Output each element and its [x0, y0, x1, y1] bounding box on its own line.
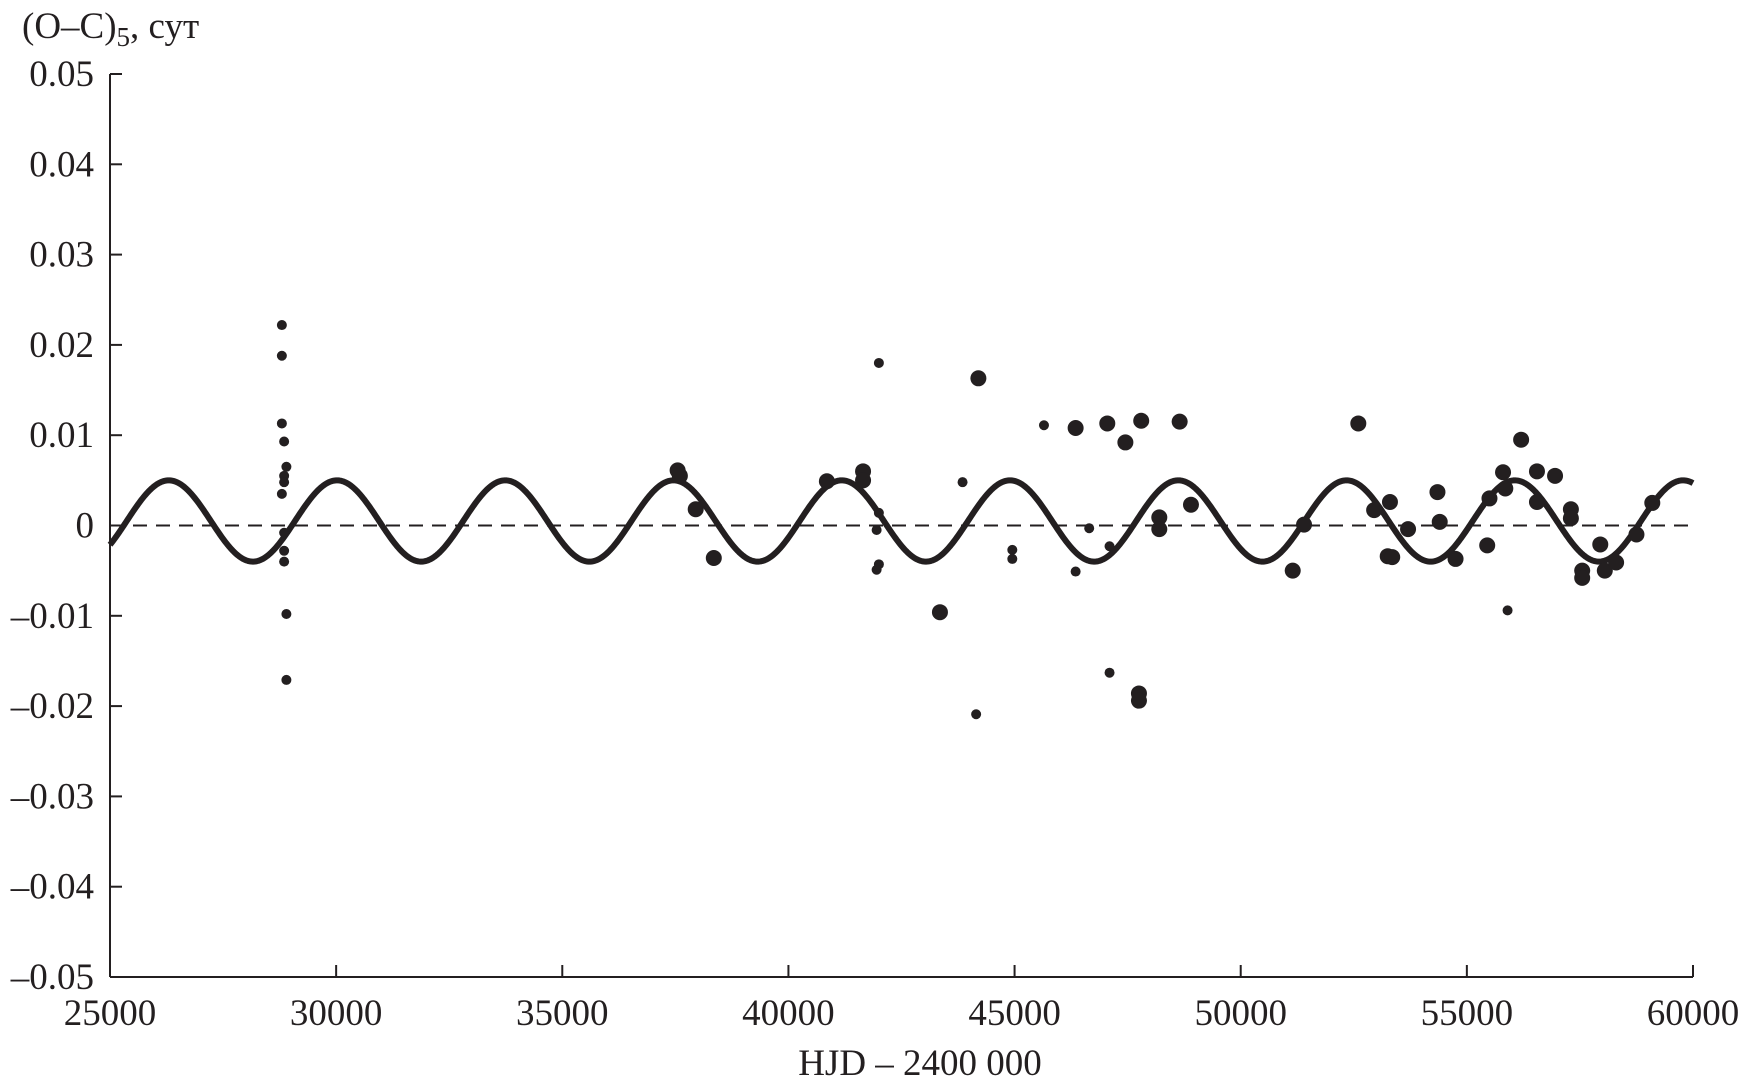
y-tick-label: –0.05 — [10, 957, 94, 998]
y-tick-label: 0.04 — [29, 144, 94, 185]
data-points-layer — [276, 320, 1661, 720]
data-point-small — [1104, 667, 1115, 678]
data-point-large — [1429, 484, 1446, 501]
y-axis-title-suffix: , сут — [130, 6, 199, 47]
data-point-large — [1644, 494, 1661, 511]
data-point-small — [1502, 605, 1513, 616]
data-point-large — [1350, 415, 1367, 432]
data-point-large — [1171, 413, 1188, 430]
data-point-large — [1608, 554, 1625, 571]
x-tick-label: 60000 — [1647, 993, 1740, 1034]
y-tick-label: –0.02 — [10, 686, 94, 727]
data-point-large — [1133, 412, 1150, 429]
x-tick-label: 25000 — [64, 993, 157, 1034]
data-point-large — [671, 467, 688, 484]
data-point-large — [1628, 526, 1645, 543]
data-point-small — [873, 507, 884, 518]
data-point-small — [873, 357, 884, 368]
x-tick-label: 40000 — [742, 993, 835, 1034]
y-tick-label: –0.01 — [10, 596, 94, 637]
data-point-large — [1592, 536, 1609, 553]
data-point-large — [1067, 419, 1084, 436]
data-point-large — [1182, 496, 1199, 513]
data-point-large — [1547, 467, 1564, 484]
data-point-small — [281, 608, 292, 619]
y-axis-title-subscript: 5 — [117, 22, 131, 52]
data-point-large — [1099, 415, 1116, 432]
data-point-small — [279, 527, 290, 538]
data-point-small — [276, 418, 287, 429]
data-point-small — [957, 477, 968, 488]
data-point-large — [1447, 550, 1464, 567]
data-point-large — [1431, 513, 1448, 530]
x-tick-label: 30000 — [290, 993, 383, 1034]
svg-text:(O–C)5, сут: (O–C)5, сут — [22, 6, 199, 52]
y-tick-label: 0.05 — [29, 54, 94, 95]
data-point-large — [1479, 537, 1496, 554]
data-point-large — [705, 550, 722, 567]
fit-curve-layer — [107, 477, 1695, 565]
data-point-small — [1104, 541, 1115, 552]
data-point-large — [1562, 510, 1579, 527]
tick-labels: 0.05 0.04 0.03 0.02 0.01 0 –0.01 –0.02 –0.03 –0.0… — [10, 54, 1740, 1034]
data-point-large — [818, 473, 835, 490]
y-axis-title: (O–C)5, сут — [22, 6, 199, 52]
axes — [109, 73, 1694, 978]
data-point-small — [1038, 420, 1049, 431]
x-tick-label: 45000 — [968, 993, 1061, 1034]
sinusoid-fit-line — [107, 477, 1695, 565]
data-point-small — [1007, 544, 1018, 555]
y-tick-label: 0 — [76, 506, 95, 547]
data-point-small — [281, 674, 292, 685]
data-point-large — [1130, 692, 1147, 709]
data-point-small — [276, 488, 287, 499]
y-axis-title-main: (O–C) — [22, 6, 117, 47]
data-point-large — [1384, 549, 1401, 566]
x-tick-label: 50000 — [1194, 993, 1287, 1034]
data-point-large — [1495, 464, 1512, 481]
data-point-small — [279, 545, 290, 556]
data-point-small — [1084, 523, 1095, 534]
y-tick-label: –0.04 — [10, 867, 94, 908]
data-point-large — [1400, 521, 1417, 538]
data-point-large — [1366, 502, 1383, 519]
data-point-large — [970, 370, 987, 387]
data-point-large — [687, 501, 704, 518]
data-point-small — [1070, 566, 1081, 577]
data-point-large — [1574, 569, 1591, 586]
data-point-large — [1513, 431, 1530, 448]
data-point-large — [1151, 521, 1168, 538]
data-point-small — [871, 525, 882, 536]
y-tick-label: 0.01 — [29, 415, 94, 456]
data-point-large — [1284, 562, 1301, 579]
data-point-large — [1117, 434, 1134, 451]
y-tick-label: –0.03 — [10, 776, 94, 817]
data-point-small — [279, 556, 290, 567]
x-axis-title: HJD – 2400 000 — [798, 1043, 1042, 1084]
y-tick-label: 0.02 — [29, 325, 94, 366]
data-point-large — [931, 604, 948, 621]
data-point-small — [276, 350, 287, 361]
data-point-large — [1151, 509, 1168, 526]
data-point-small — [871, 564, 882, 575]
data-point-small — [281, 461, 292, 472]
data-point-large — [1296, 516, 1313, 533]
data-point-small — [279, 477, 290, 488]
data-point-large — [1497, 480, 1514, 497]
data-point-large — [855, 472, 872, 489]
data-point-large — [1528, 463, 1545, 480]
data-point-small — [279, 436, 290, 447]
data-point-small — [971, 709, 982, 720]
data-point-large — [1596, 562, 1613, 579]
data-point-large — [1481, 490, 1498, 507]
data-point-large — [1381, 494, 1398, 511]
x-tick-label: 55000 — [1421, 993, 1514, 1034]
data-point-large — [1528, 494, 1545, 511]
y-tick-label: 0.03 — [29, 235, 94, 276]
x-tick-label: 35000 — [516, 993, 609, 1034]
data-point-small — [1007, 553, 1018, 564]
data-point-small — [276, 320, 287, 331]
